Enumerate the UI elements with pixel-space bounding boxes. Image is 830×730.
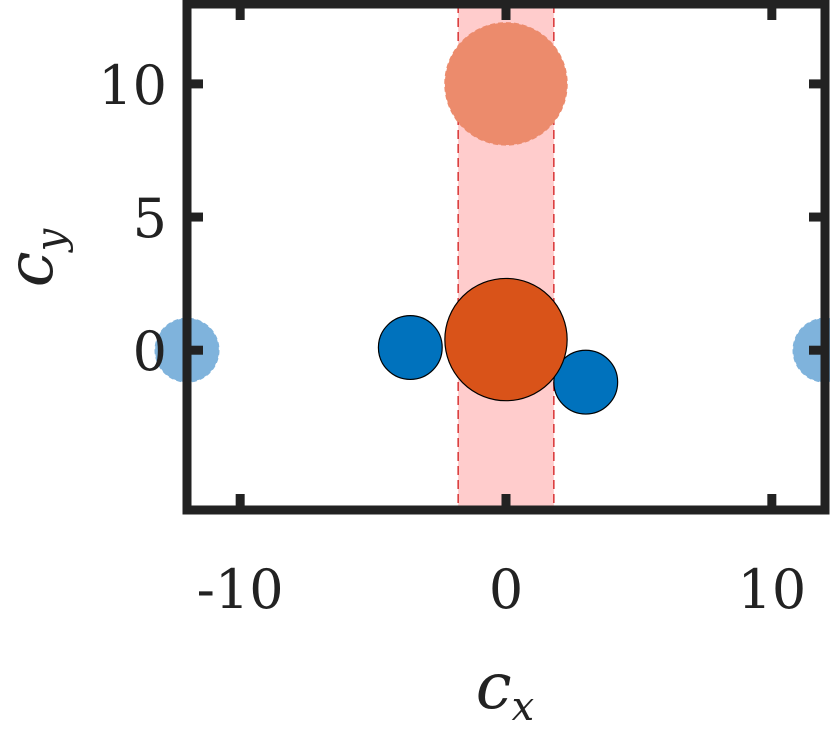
point-blue (377, 315, 443, 381)
x-tick-label: 10 (737, 558, 806, 621)
y-tick-label: 0 (133, 320, 167, 383)
point-orange-faded (444, 22, 568, 146)
x-axis-label: cx (476, 650, 534, 730)
y-tick-label: 5 (133, 187, 167, 250)
y-tick-labels: 0 5 10 (98, 54, 167, 383)
point-orange (444, 277, 568, 402)
x-tick-label: -10 (197, 558, 284, 621)
point-blue (553, 349, 619, 415)
y-axis-label: cy (0, 227, 74, 287)
y-tick-label: 10 (98, 54, 167, 117)
x-tick-label: 0 (489, 558, 523, 621)
axis-ticks (187, 4, 825, 510)
x-tick-labels: -10 0 10 (197, 558, 807, 621)
